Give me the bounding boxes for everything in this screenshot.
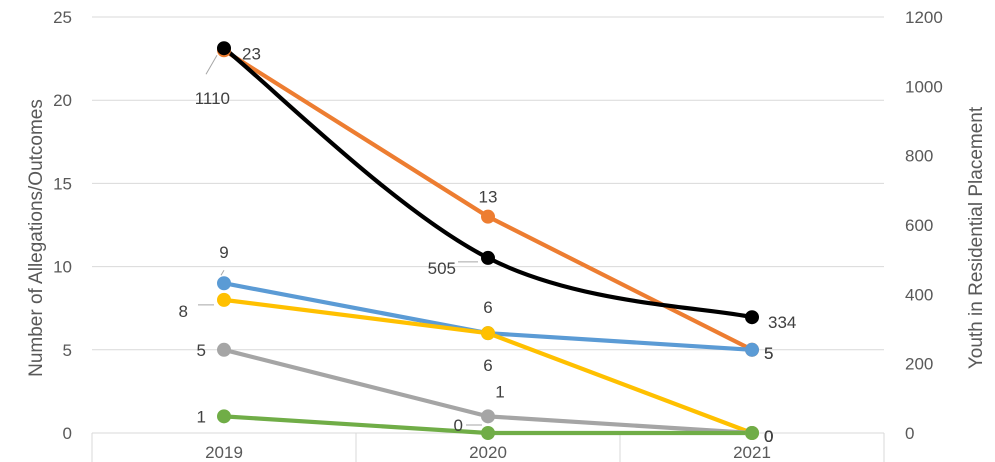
data-label: 6 xyxy=(483,356,492,375)
data-label: 0 xyxy=(764,427,773,446)
leader-line xyxy=(205,54,218,75)
data-label: 23 xyxy=(242,44,261,63)
data-point xyxy=(217,409,231,424)
data-point xyxy=(745,342,759,357)
data-label: 505 xyxy=(428,259,456,278)
data-label: 1110 xyxy=(195,89,230,108)
y-tick-label: 0 xyxy=(63,424,72,443)
data-label: 13 xyxy=(479,188,498,207)
series-group xyxy=(217,41,759,440)
data-point xyxy=(481,250,495,265)
y2-tick-label: 1000 xyxy=(905,77,943,96)
gridlines xyxy=(91,16,885,462)
data-point xyxy=(217,41,231,56)
y-tick-label: 15 xyxy=(53,174,72,193)
data-point xyxy=(481,409,495,424)
data-point xyxy=(745,310,759,325)
data-point xyxy=(217,342,231,357)
y2-tick-label: 400 xyxy=(905,285,933,304)
data-point xyxy=(481,426,495,440)
data-label: 5 xyxy=(764,344,773,363)
y-tick-label: 20 xyxy=(53,91,72,110)
y2-tick-label: 600 xyxy=(905,216,933,235)
data-label: 334 xyxy=(768,313,796,332)
data-point xyxy=(217,292,231,307)
x-tick-label: 2021 xyxy=(733,443,771,462)
data-point xyxy=(481,326,495,341)
x-tick-label: 2019 xyxy=(205,443,243,462)
data-label: 8 xyxy=(179,302,188,321)
y2-tick-label: 200 xyxy=(905,355,933,374)
y2-axis-title: Youth in Residential Placement xyxy=(966,106,987,369)
y2-tick-label: 800 xyxy=(905,147,933,166)
data-label: 9 xyxy=(219,243,228,262)
y2-tick-label: 0 xyxy=(905,424,914,443)
y-axis-title: Number of Allegations/Outcomes xyxy=(26,99,47,377)
data-label: 0 xyxy=(764,427,773,446)
data-label: 1 xyxy=(495,382,504,401)
leader-line xyxy=(220,269,225,276)
data-label: 0 xyxy=(454,416,463,435)
series-line xyxy=(221,46,755,320)
data-label: 5 xyxy=(764,344,773,363)
data-label: 6 xyxy=(483,298,492,317)
x-tick-label: 2020 xyxy=(469,443,507,462)
data-point xyxy=(745,426,759,440)
y2-tick-label: 1200 xyxy=(905,8,943,27)
data-label: 0 xyxy=(764,427,773,446)
data-point xyxy=(217,276,231,291)
data-point xyxy=(481,209,495,224)
y-tick-label: 25 xyxy=(53,8,72,27)
y-tick-label: 5 xyxy=(63,341,72,360)
data-label: 1 xyxy=(197,407,206,426)
y-tick-label: 10 xyxy=(53,258,72,277)
data-label: 5 xyxy=(197,341,206,360)
